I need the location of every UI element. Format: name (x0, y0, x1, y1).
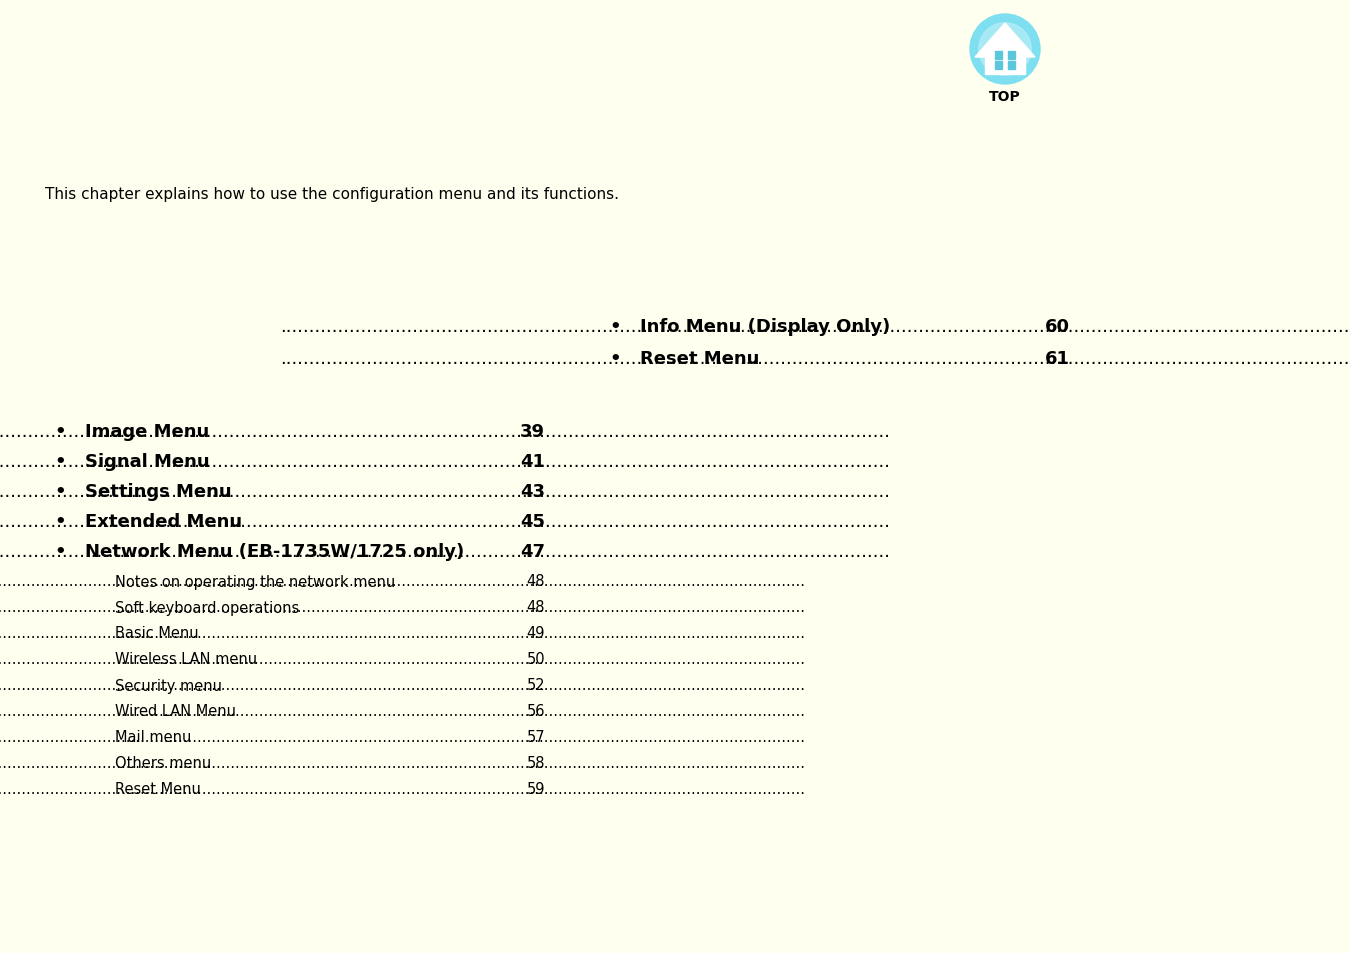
Text: 47: 47 (520, 542, 545, 560)
Text: Extended Menu: Extended Menu (85, 513, 242, 531)
Text: 52: 52 (526, 678, 545, 693)
Text: Basic Menu: Basic Menu (115, 626, 198, 640)
Text: 41: 41 (520, 453, 545, 471)
Text: Soft keyboard operations: Soft keyboard operations (115, 599, 300, 615)
Text: 43: 43 (520, 482, 545, 500)
Text: 48: 48 (526, 599, 545, 615)
Polygon shape (986, 55, 1025, 75)
Polygon shape (1008, 62, 1015, 70)
Text: 58: 58 (526, 756, 545, 771)
Text: ................................................................................: ........................................… (0, 599, 805, 615)
Text: Wireless LAN menu: Wireless LAN menu (115, 652, 256, 667)
Text: •: • (54, 542, 66, 560)
Polygon shape (975, 24, 1035, 58)
Text: ................................................................................: ........................................… (0, 542, 890, 560)
Text: Info Menu (Display Only): Info Menu (Display Only) (640, 317, 890, 335)
Text: Security menu: Security menu (115, 678, 221, 693)
Text: Others menu: Others menu (115, 756, 211, 771)
Text: ................................................................................: ........................................… (0, 626, 805, 640)
Text: ................................................................................: ........................................… (0, 513, 890, 531)
Text: ................................................................................: ........................................… (279, 350, 1350, 368)
Text: ................................................................................: ........................................… (0, 756, 805, 771)
Text: Signal Menu: Signal Menu (85, 453, 209, 471)
Text: ................................................................................: ........................................… (279, 317, 1350, 335)
Text: ................................................................................: ........................................… (0, 453, 890, 471)
Text: 49: 49 (526, 626, 545, 640)
Text: •: • (609, 350, 621, 368)
Circle shape (979, 24, 1031, 76)
Text: 56: 56 (526, 703, 545, 719)
Text: 59: 59 (526, 781, 545, 797)
Text: Mail menu: Mail menu (115, 730, 192, 744)
Text: Settings Menu: Settings Menu (85, 482, 232, 500)
Text: Wired LAN Menu: Wired LAN Menu (115, 703, 236, 719)
Text: ................................................................................: ........................................… (0, 703, 805, 719)
Text: 61: 61 (1045, 350, 1071, 368)
Text: Notes on operating the network menu: Notes on operating the network menu (115, 574, 396, 589)
Text: •: • (54, 513, 66, 531)
Text: 39: 39 (520, 422, 545, 440)
Text: 57: 57 (526, 730, 545, 744)
Text: This chapter explains how to use the configuration menu and its functions.: This chapter explains how to use the con… (45, 188, 620, 202)
Text: ................................................................................: ........................................… (0, 730, 805, 744)
Polygon shape (995, 52, 1002, 60)
Text: Network Menu (EB-1735W/1725 only): Network Menu (EB-1735W/1725 only) (85, 542, 464, 560)
Text: •: • (54, 422, 66, 440)
Polygon shape (995, 62, 1002, 70)
Text: Reset Menu: Reset Menu (640, 350, 759, 368)
Text: Reset Menu: Reset Menu (115, 781, 201, 797)
Text: •: • (609, 317, 621, 335)
Text: ................................................................................: ........................................… (0, 678, 805, 693)
Text: 48: 48 (526, 574, 545, 589)
Text: 45: 45 (520, 513, 545, 531)
Text: ................................................................................: ........................................… (0, 781, 805, 797)
Text: 60: 60 (1045, 317, 1071, 335)
Text: ................................................................................: ........................................… (0, 652, 805, 667)
Text: ................................................................................: ........................................… (0, 482, 890, 500)
Text: TOP: TOP (990, 90, 1021, 104)
Polygon shape (1008, 52, 1015, 60)
Text: •: • (54, 453, 66, 471)
Text: ................................................................................: ........................................… (0, 422, 890, 440)
Text: Image Menu: Image Menu (85, 422, 209, 440)
Text: 50: 50 (526, 652, 545, 667)
Text: ................................................................................: ........................................… (0, 574, 805, 589)
Circle shape (971, 15, 1040, 85)
Text: •: • (54, 482, 66, 500)
